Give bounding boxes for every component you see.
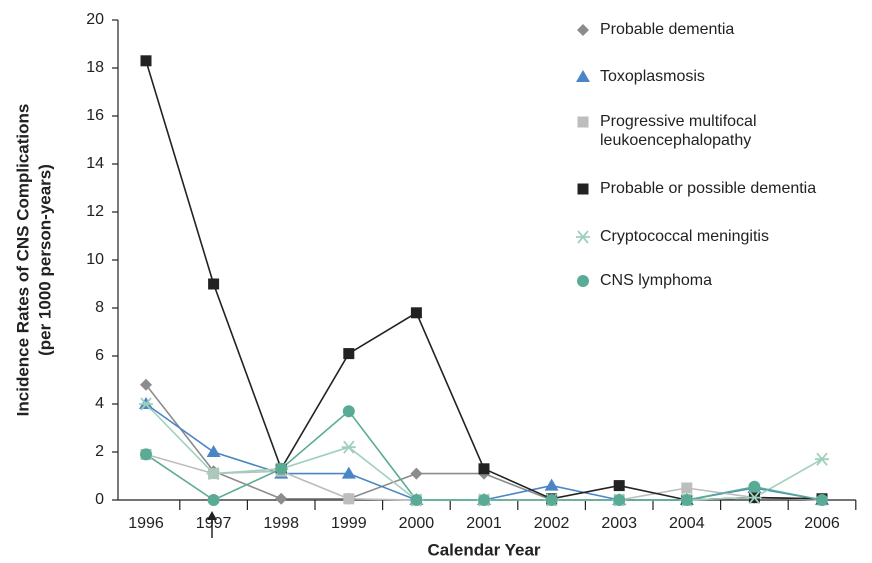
y-tick-label: 4 — [95, 395, 104, 412]
series-line — [145, 410, 823, 501]
legend-label: Toxoplasmosis — [600, 68, 705, 85]
data-point — [747, 491, 762, 505]
data-point — [341, 466, 356, 479]
arrow-head — [207, 511, 217, 520]
x-tick-label: 2002 — [534, 515, 570, 532]
data-point — [342, 405, 355, 418]
x-tick-label: 1999 — [331, 515, 367, 532]
data-point — [343, 348, 355, 360]
x-tick-label: 1998 — [263, 515, 299, 532]
data-point — [140, 55, 152, 67]
y-tick-label: 16 — [86, 107, 104, 124]
data-point — [478, 463, 490, 475]
data-point — [410, 494, 423, 506]
x-tick-label: 1997 — [196, 515, 232, 532]
legend-label: Progressive multifocal leukoencephalopat… — [600, 113, 757, 149]
y-tick-label: 8 — [95, 299, 104, 316]
data-point — [816, 494, 828, 506]
y-tick-label: 6 — [95, 347, 104, 364]
legend-marker — [576, 70, 590, 82]
data-point — [275, 462, 288, 475]
data-point — [410, 307, 422, 319]
data-point — [410, 467, 423, 480]
data-point — [275, 492, 288, 505]
data-point — [140, 448, 152, 461]
legend-label: CNS lymphoma — [600, 272, 713, 289]
y-tick-label: 2 — [95, 443, 104, 460]
x-tick-label: 2004 — [669, 515, 705, 532]
legend-label: Cryptococcal meningitis — [600, 228, 769, 245]
legend-label: Probable or possible dementia — [600, 180, 817, 197]
x-tick-label: 2003 — [601, 515, 637, 532]
x-tick-label: 2001 — [466, 515, 502, 532]
data-point — [140, 378, 152, 391]
legend-marker — [577, 24, 589, 36]
data-point — [206, 467, 221, 481]
x-tick-label: 1996 — [128, 515, 164, 532]
x-tick-label: 2000 — [399, 515, 435, 532]
data-point — [343, 493, 355, 505]
x-tick-label: 2005 — [737, 515, 773, 532]
y-axis-label: (per 1000 person-years) — [35, 164, 54, 356]
data-point — [341, 440, 356, 454]
y-axis-label: Incidence Rates of CNS Complications — [13, 104, 32, 417]
data-point — [545, 494, 558, 506]
legend-marker — [577, 275, 589, 287]
data-point — [206, 445, 221, 457]
legend-marker — [576, 230, 590, 244]
y-tick-label: 12 — [86, 203, 104, 220]
x-tick-label: 2006 — [804, 515, 840, 532]
data-point — [544, 478, 559, 491]
data-point — [208, 278, 220, 290]
data-point — [681, 482, 693, 494]
y-tick-label: 10 — [86, 251, 104, 268]
data-point — [815, 452, 829, 466]
x-axis-label: Calendar Year — [427, 540, 540, 559]
y-tick-label: 18 — [86, 59, 104, 76]
data-point — [478, 494, 490, 506]
legend-marker — [577, 183, 589, 195]
data-point — [207, 494, 220, 506]
data-point — [139, 397, 153, 411]
data-point — [613, 480, 625, 492]
series-line — [145, 384, 823, 501]
y-tick-label: 14 — [86, 155, 104, 172]
data-point — [613, 494, 626, 506]
y-tick-label: 0 — [95, 491, 104, 508]
y-tick-label: 20 — [86, 11, 104, 28]
legend-label: Probable dementia — [600, 21, 735, 38]
data-point — [680, 494, 693, 506]
legend-marker — [577, 116, 589, 128]
data-point — [748, 480, 761, 493]
